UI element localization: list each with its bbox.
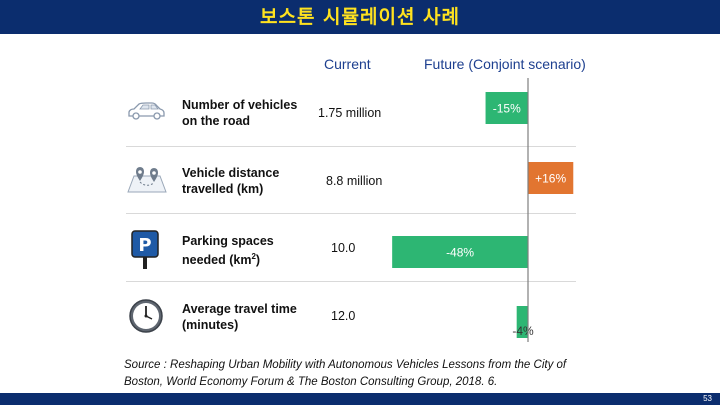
title-bar: [0, 0, 720, 34]
change-bar: [516, 306, 528, 338]
row-label-distance: Vehicle distance travelled (km): [182, 166, 280, 196]
footer-bar: [0, 393, 720, 405]
slide-title: 보스톤 시뮬레이션 사례: [259, 6, 461, 28]
page-number: 53: [703, 394, 712, 403]
current-value-vehicles: 1.75 million: [318, 106, 382, 120]
source-citation: Source : Reshaping Urban Mobility with A…: [124, 359, 567, 388]
change-bar: [485, 92, 528, 124]
current-column-header: Current: [324, 56, 371, 72]
bar-data-label: +16%: [535, 172, 566, 186]
bar-data-label: -48%: [446, 246, 474, 260]
car-icon: [128, 102, 165, 120]
row-divider: [126, 281, 576, 282]
svg-text:P: P: [138, 235, 151, 256]
parking-sign-icon: P: [131, 230, 159, 269]
bar-data-label: -4%: [512, 324, 534, 338]
row-divider: [126, 213, 576, 214]
clock-icon: [129, 299, 163, 333]
change-bar: [528, 162, 574, 194]
change-bar: [392, 236, 528, 268]
bar-data-label: -15%: [493, 102, 521, 116]
current-value-travel-time: 12.0: [331, 309, 356, 323]
map-pin-icon: [127, 167, 167, 193]
row-label-parking: Parking spaces needed (km2): [182, 234, 274, 267]
row-label-vehicles: Number of vehicles on the road: [182, 98, 298, 128]
current-value-distance: 8.8 million: [326, 174, 383, 188]
current-value-parking: 10.0: [331, 241, 356, 255]
row-divider: [126, 146, 576, 147]
future-column-header: Future (Conjoint scenario): [424, 56, 586, 72]
row-label-travel-time: Average travel time (minutes): [182, 302, 297, 332]
